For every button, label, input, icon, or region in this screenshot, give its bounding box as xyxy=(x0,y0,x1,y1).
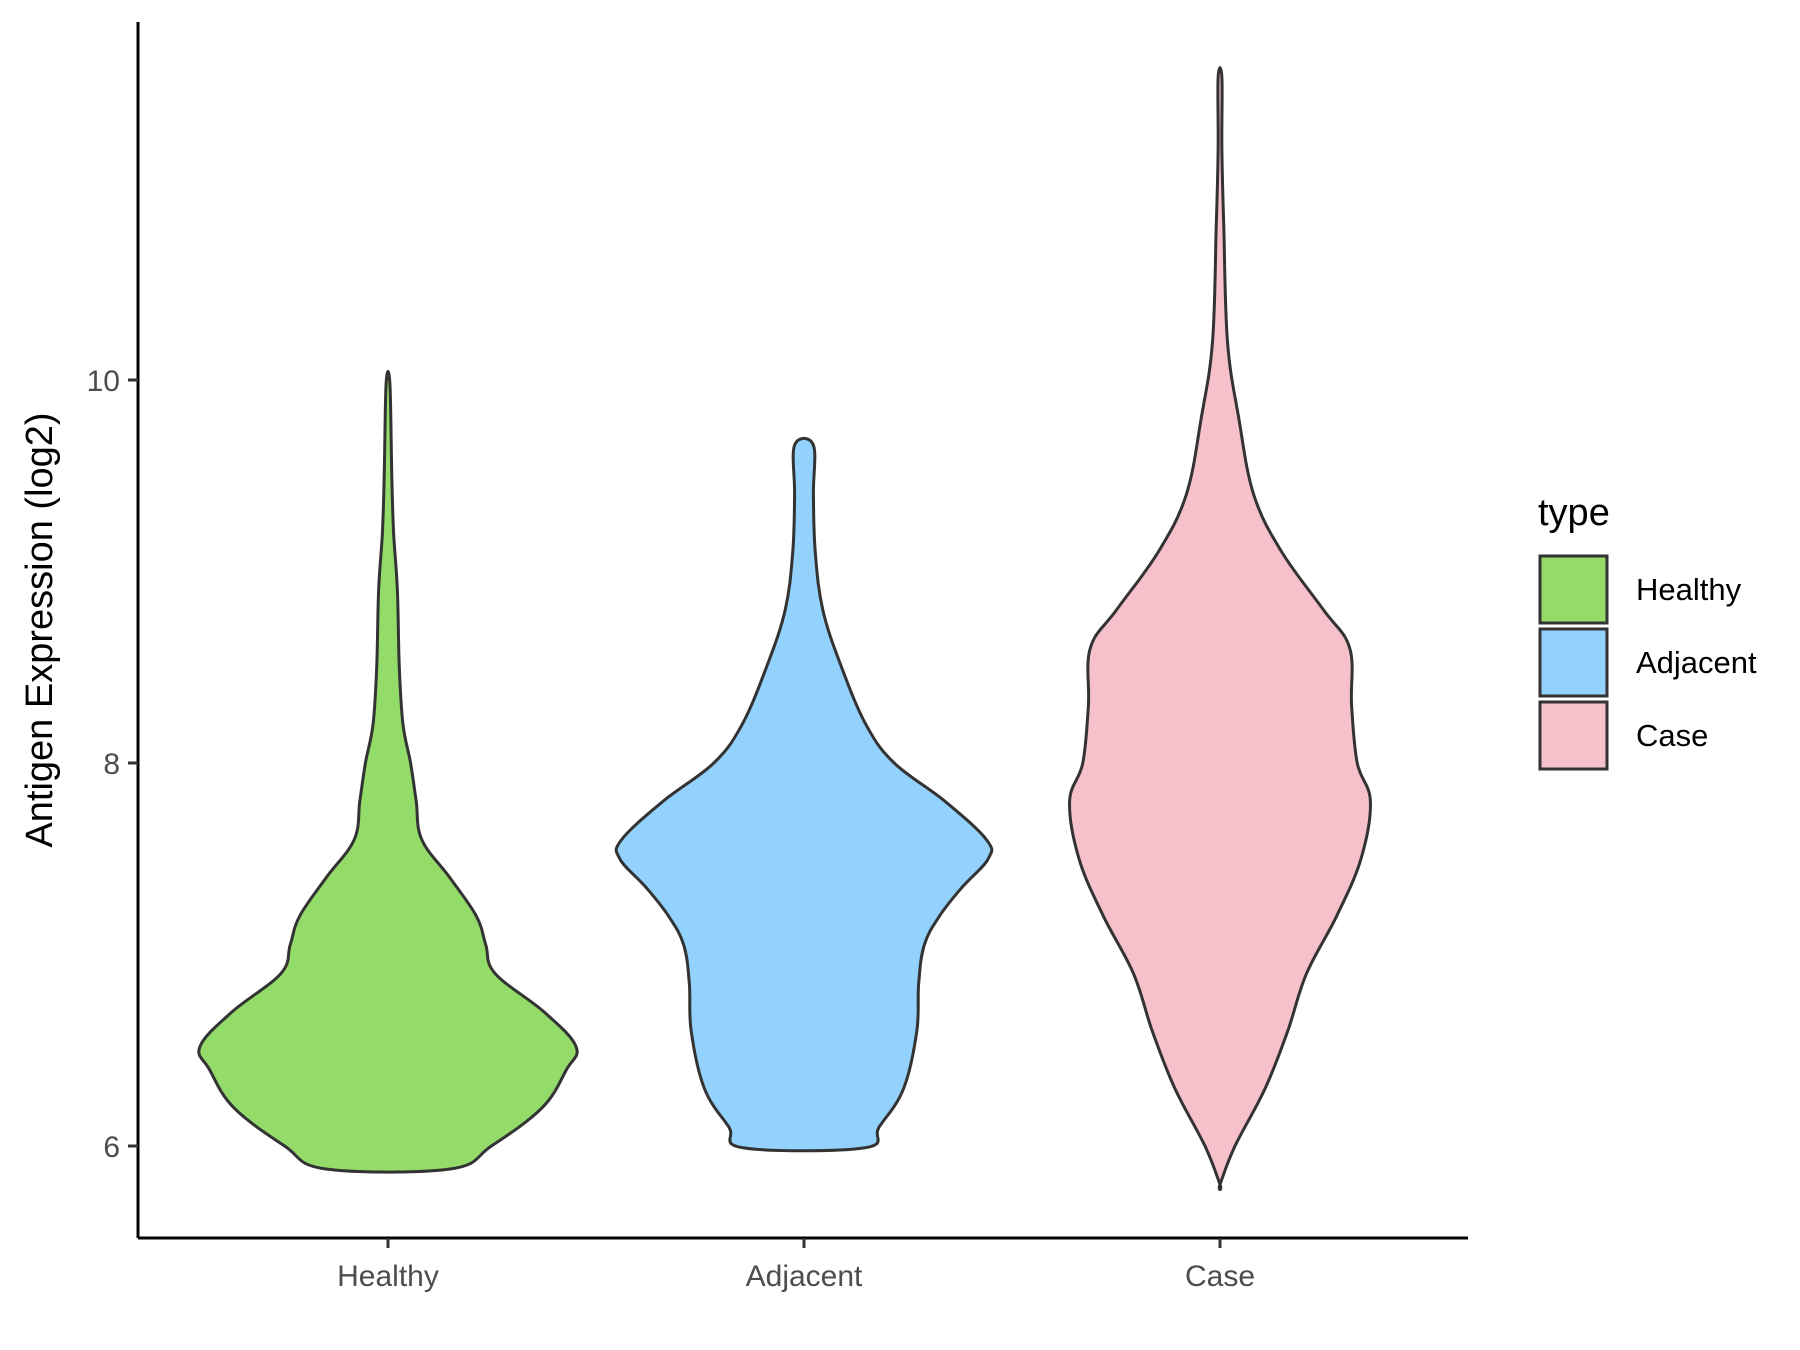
legend-key-healthy xyxy=(1538,554,1609,625)
y-tick-label: 6 xyxy=(103,1131,120,1164)
y-axis-title: Antigen Expression (log2) xyxy=(19,412,61,847)
legend: type Healthy Adjacent Case xyxy=(1538,492,1757,771)
legend-label-case: Case xyxy=(1636,718,1708,753)
x-tick-label-healthy: Healthy xyxy=(337,1260,439,1293)
y-ticks: 6 8 10 xyxy=(87,365,138,1164)
x-tick-label-case: Case xyxy=(1185,1260,1255,1293)
legend-title: type xyxy=(1538,492,1610,534)
legend-label-healthy: Healthy xyxy=(1636,572,1742,607)
legend-key-case xyxy=(1538,700,1609,771)
plot-area xyxy=(197,66,1372,1191)
violin-healthy xyxy=(197,369,579,1174)
violin-case xyxy=(1068,66,1372,1191)
violin-adjacent xyxy=(614,436,994,1153)
x-ticks: Healthy Adjacent Case xyxy=(337,1238,1255,1293)
legend-key-adjacent xyxy=(1538,627,1609,698)
legend-label-adjacent: Adjacent xyxy=(1636,645,1757,680)
y-tick-label: 8 xyxy=(103,748,120,781)
legend-entries: Healthy Adjacent Case xyxy=(1538,554,1757,771)
y-tick-label: 10 xyxy=(87,365,120,398)
x-tick-label-adjacent: Adjacent xyxy=(746,1260,863,1293)
